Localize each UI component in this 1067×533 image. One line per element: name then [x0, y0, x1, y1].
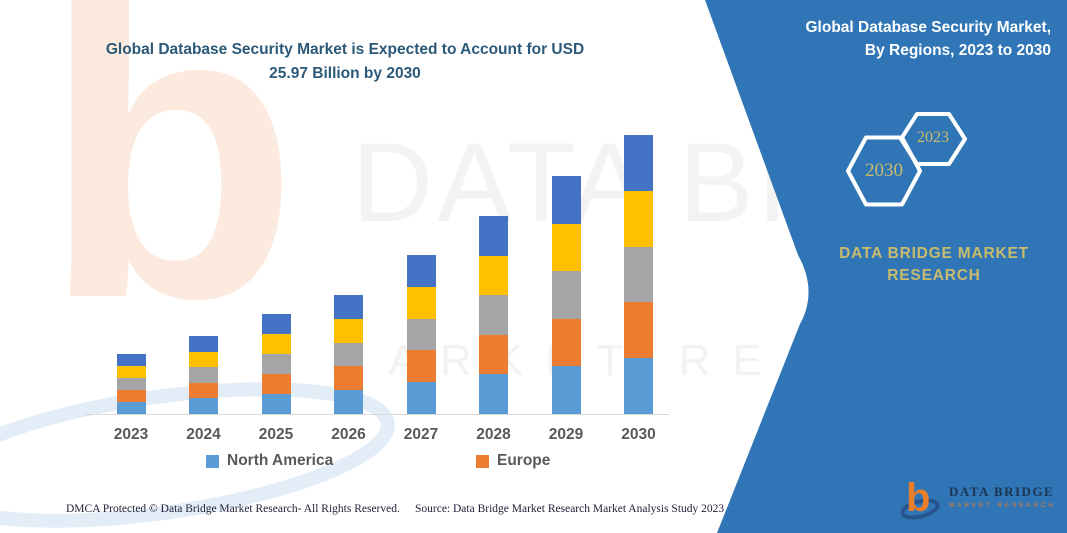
legend-label-north-america: North America [227, 452, 334, 469]
bar-segment [189, 398, 218, 414]
chart-title-line2: 25.97 Billion by 2030 [269, 65, 421, 82]
hexagon-2023-icon [899, 112, 967, 166]
svg-text:b: b [906, 476, 930, 520]
chart-title-line1: Global Database Security Market is Expec… [105, 41, 585, 58]
stacked-bar-2024 [189, 336, 218, 414]
chart-title: Global Database Security Market is Expec… [62, 38, 628, 86]
hexagon-badges [846, 112, 967, 207]
bar-segment [116, 366, 146, 378]
hexagon-year-2030: 2030 [865, 160, 903, 181]
blue-panel-shape [705, 0, 1067, 533]
stacked-bar-2025 [261, 314, 291, 414]
brand-text-line2: RESEARCH [887, 267, 981, 284]
bar-segment [479, 216, 508, 256]
dbmr-logo: b DATA BRIDGE MARKET RESEARCH [901, 472, 1056, 520]
x-axis-label-2023: 2023 [113, 426, 149, 443]
bar-segment [624, 302, 653, 359]
bar-segment [116, 354, 146, 366]
stacked-bar-2023 [116, 354, 146, 414]
bar-segment [624, 246, 653, 303]
x-axis-line [85, 414, 669, 415]
x-axis-label-2024: 2024 [186, 426, 221, 443]
bar-segment [551, 318, 581, 367]
footer-source-text: Source: Data Bridge Market Research Mark… [415, 503, 725, 515]
legend-swatch-europe [476, 454, 489, 468]
bar-segment [624, 190, 653, 247]
bar-segment [116, 390, 146, 402]
stacked-bar-2028 [479, 216, 508, 414]
bar-segment [261, 354, 291, 374]
stacked-bar-2029 [551, 176, 581, 414]
panel-title: Global Database Security Market, By Regi… [731, 16, 1051, 62]
bar-segment [479, 255, 508, 296]
x-axis-label-2027: 2027 [403, 426, 439, 443]
bar-segment [406, 382, 436, 414]
footer-dmca-text: DMCA Protected © Data Bridge Market Rese… [66, 503, 400, 515]
watermark-b-logo: b [42, 0, 299, 386]
bar-segment [334, 318, 363, 343]
bar-segment [261, 374, 291, 394]
bar-segment [551, 223, 581, 272]
bar-segment [479, 374, 508, 414]
hexagon-2030-icon [846, 135, 922, 207]
bar-segment [116, 402, 146, 414]
chart-legend: North America Europe [0, 452, 700, 476]
bar-segment [406, 255, 436, 287]
bar-segment [551, 176, 581, 224]
dbmr-logo-text: DATA BRIDGE MARKET RESEARCH [949, 484, 1056, 509]
dbmr-logo-title: DATA BRIDGE [949, 483, 1055, 499]
dbmr-logo-subtitle: MARKET RESEARCH [949, 501, 1056, 509]
bar-segment [406, 350, 436, 383]
x-axis-label-2029: 2029 [548, 426, 584, 443]
x-axis-label-2025: 2025 [258, 426, 294, 443]
bar-segment [334, 366, 363, 391]
bar-segment [189, 367, 218, 383]
bar-segment [334, 390, 363, 414]
panel-title-line1: Global Database Security Market, [805, 19, 1051, 36]
x-axis-label-2026: 2026 [331, 426, 366, 443]
bar-segment [551, 366, 581, 414]
legend-label-europe: Europe [497, 452, 551, 469]
bar-segment [116, 378, 146, 390]
legend-item-europe: Europe [476, 452, 550, 470]
x-axis-label-2028: 2028 [476, 426, 511, 443]
bar-segment [479, 295, 508, 335]
brand-text: DATA BRIDGE MARKET RESEARCH [798, 243, 1067, 287]
brand-text-line1: DATA BRIDGE MARKET [839, 245, 1029, 262]
hexagon-year-2023: 2023 [917, 129, 949, 146]
bar-segment [261, 314, 291, 334]
bar-segment [624, 358, 653, 414]
panel-title-line2: By Regions, 2023 to 2030 [864, 42, 1051, 59]
bar-segment [334, 342, 363, 367]
bar-segment [334, 295, 363, 319]
legend-item-north-america: North America [206, 452, 333, 470]
bar-segment [479, 334, 508, 375]
stacked-bar-2026 [334, 295, 363, 414]
bar-segment [261, 394, 291, 414]
stacked-bar-2027 [406, 255, 436, 414]
plot-area [116, 135, 653, 414]
bar-segment [261, 334, 291, 354]
bar-segment [551, 271, 581, 319]
x-axis-labels: 2023 2024 2025 2026 2027 2028 2029 2030 [0, 426, 700, 448]
bar-segment [189, 382, 218, 399]
bar-segment [189, 351, 218, 368]
dbmr-logo-mark-icon: b [901, 476, 940, 520]
watermark-swoosh-icon [0, 382, 395, 528]
legend-swatch-north-america [206, 454, 219, 468]
x-axis-label-2030: 2030 [621, 426, 656, 443]
bar-segment [189, 336, 218, 352]
bar-segment [624, 135, 653, 191]
bar-segment [406, 286, 436, 319]
bar-segment [406, 318, 436, 351]
stacked-bar-2030 [624, 135, 653, 414]
